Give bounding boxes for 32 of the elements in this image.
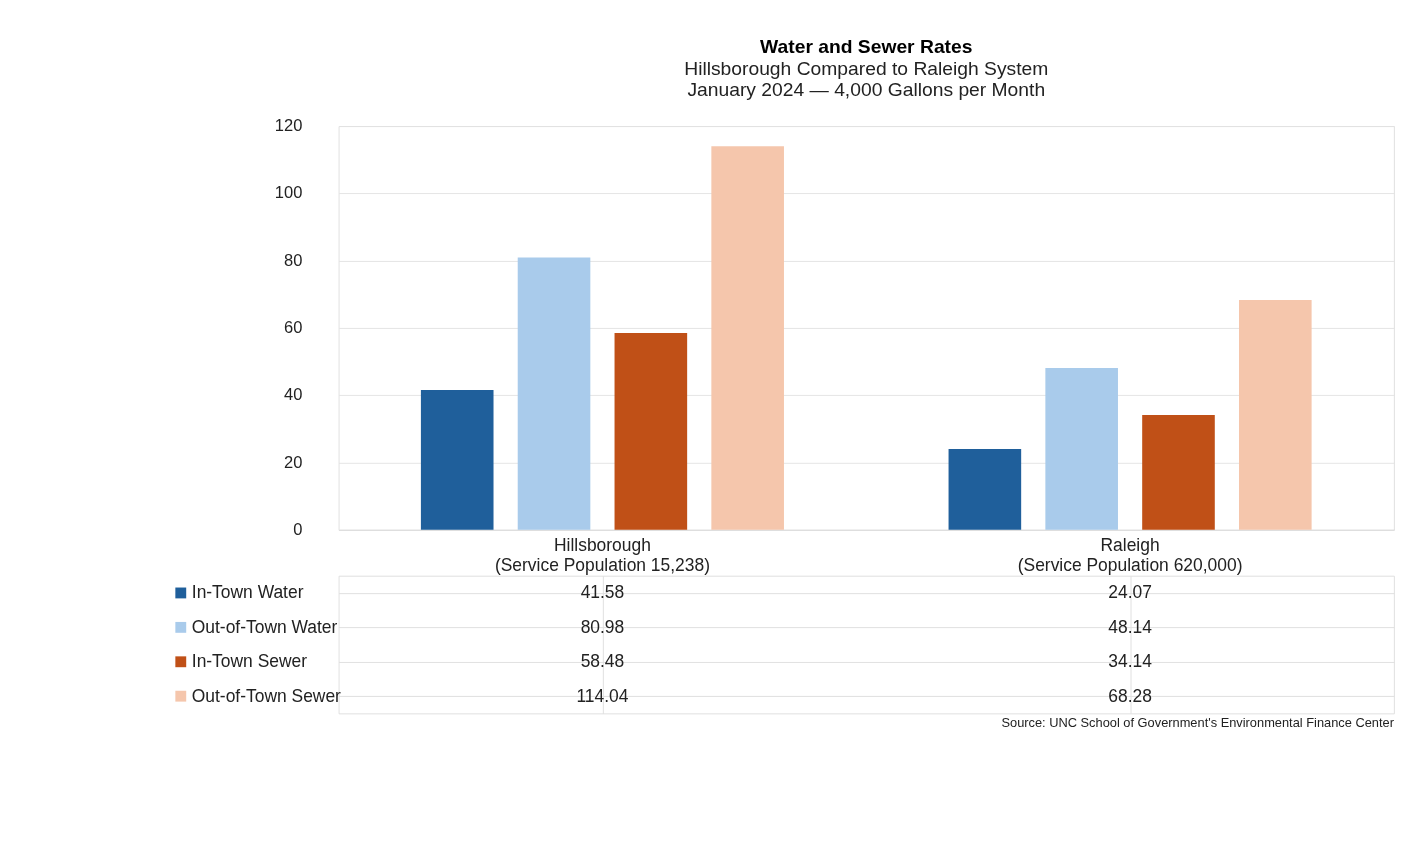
bar bbox=[614, 333, 688, 530]
bar bbox=[420, 389, 494, 530]
data-label: 58.48 bbox=[580, 651, 625, 672]
data-label: 41.58 bbox=[580, 582, 625, 603]
y-tick-label: 60 bbox=[284, 318, 303, 337]
bar bbox=[1045, 367, 1118, 530]
data-label: 114.04 bbox=[576, 685, 629, 706]
bar bbox=[517, 257, 591, 530]
legend-label: In-Town Water bbox=[191, 582, 304, 603]
data-label: 48.14 bbox=[1108, 616, 1153, 637]
y-tick-label: 120 bbox=[274, 116, 303, 135]
legend-label: Out-of-Town Sewer bbox=[191, 685, 342, 706]
bar bbox=[711, 146, 784, 530]
bar bbox=[1239, 300, 1312, 530]
data-label: 24.07 bbox=[1108, 582, 1152, 603]
data-label: 34.14 bbox=[1108, 651, 1153, 672]
x-tick-label: Hillsborough (Service Population 15,238) bbox=[494, 535, 710, 575]
chart-title: Water and Sewer Rates bbox=[760, 35, 973, 57]
x-tick-label: Raleigh (Service Population 620,000) bbox=[1017, 535, 1243, 575]
source-note: Source: UNC School of Government's Environmental Finance Center bbox=[1001, 715, 1395, 731]
y-tick-label: 0 bbox=[293, 519, 303, 538]
chart-subtitle: Hillsborough Compared to Raleigh System January 2024 — 4,000 Gallons per Month bbox=[684, 57, 1049, 100]
y-tick-label: 100 bbox=[274, 183, 303, 202]
data-label: 80.98 bbox=[580, 616, 625, 637]
bar bbox=[1142, 414, 1215, 530]
bar bbox=[948, 448, 1022, 530]
y-tick-label: 80 bbox=[284, 250, 303, 269]
legend-label: Out-of-Town Water bbox=[191, 616, 338, 637]
y-tick-label: 40 bbox=[284, 385, 303, 404]
y-tick-label: 20 bbox=[284, 452, 303, 471]
data-label: 68.28 bbox=[1108, 685, 1152, 706]
legend-label: In-Town Sewer bbox=[191, 651, 308, 672]
